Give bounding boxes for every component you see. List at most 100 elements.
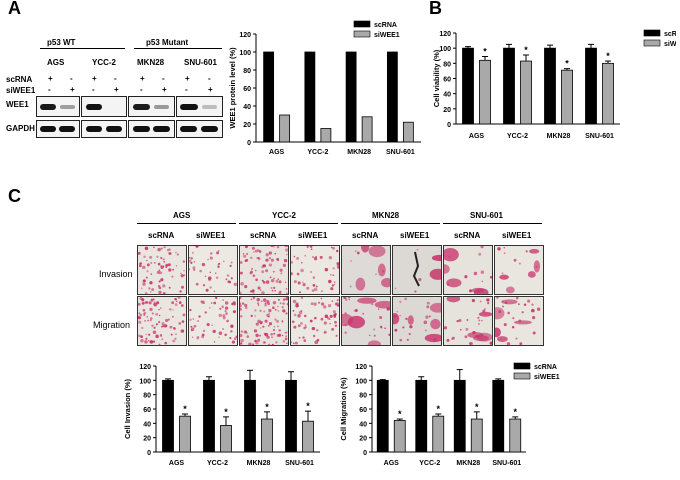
stained-cell — [501, 300, 504, 303]
stained-cell — [281, 306, 284, 309]
stained-cell — [149, 340, 154, 344]
stained-cell — [523, 303, 527, 306]
stained-cell — [240, 282, 244, 286]
stain-blob — [357, 297, 377, 304]
stained-cell — [270, 287, 273, 289]
stained-cell — [158, 343, 161, 345]
stained-cell — [297, 281, 301, 285]
bar-siwee1 — [402, 121, 414, 143]
stained-cell — [158, 280, 161, 283]
category-label: AGS — [384, 460, 400, 467]
stained-cell — [371, 302, 374, 306]
legend-swatch-siwee1 — [353, 30, 371, 38]
stained-cell — [261, 291, 265, 294]
stained-cell — [478, 319, 481, 322]
stained-cell — [312, 276, 316, 279]
stained-cell — [158, 290, 162, 294]
micrograph-migration-snu-601-siwee1 — [494, 296, 544, 346]
stained-cell — [255, 278, 258, 282]
stained-cell — [464, 335, 468, 339]
stained-cell — [203, 302, 205, 304]
stained-cell — [255, 333, 259, 338]
stained-cell — [149, 255, 153, 259]
stained-cell — [240, 302, 241, 305]
stain-blob — [505, 286, 515, 294]
stained-cell — [255, 322, 259, 326]
stained-cell — [257, 304, 260, 306]
stained-cell — [149, 317, 153, 320]
stained-cell — [480, 246, 484, 249]
stained-cell — [277, 309, 280, 312]
stained-cell — [292, 309, 295, 312]
treat-sc: - — [114, 74, 117, 83]
stained-cell — [168, 286, 171, 289]
stained-cell — [215, 276, 219, 279]
stained-cell — [196, 336, 200, 340]
stained-cell — [399, 314, 401, 317]
stained-cell — [284, 246, 287, 248]
wee1-blot-ags — [36, 96, 80, 117]
stained-cell — [153, 326, 156, 329]
stained-cell — [480, 270, 485, 274]
bar-scrna — [415, 379, 428, 453]
stained-cell — [475, 334, 478, 338]
micrograph-invasion-ycc-2-siwee1 — [290, 245, 340, 295]
stained-cell — [140, 287, 143, 290]
bar-scrna — [585, 47, 597, 125]
stained-cell — [176, 253, 179, 256]
stained-cell — [348, 297, 351, 299]
stained-cell — [150, 273, 153, 275]
bar-siwee1 — [479, 59, 491, 125]
stained-cell — [314, 316, 317, 320]
stained-cell — [293, 325, 297, 329]
y-axis-label: Cell Migration (%) — [339, 377, 348, 441]
stained-cell — [179, 290, 182, 293]
stained-cell — [198, 315, 201, 318]
stained-cell — [291, 260, 294, 264]
stained-cell — [144, 319, 147, 322]
stain-blob — [499, 274, 509, 280]
stained-cell — [285, 312, 288, 315]
protein-label-gapdh: GAPDH — [6, 124, 35, 133]
stained-cell — [158, 286, 162, 290]
stained-cell — [302, 283, 306, 287]
micrograph-texture — [497, 247, 541, 294]
bar-scrna — [544, 47, 556, 125]
bar-siwee1 — [279, 114, 291, 143]
micrograph-migration-mkn28-siwee1 — [392, 296, 442, 346]
stained-cell — [297, 324, 301, 328]
stained-cell — [477, 322, 480, 325]
stained-cell — [222, 316, 226, 320]
bar-scrna — [244, 379, 256, 453]
stained-cell — [213, 301, 217, 305]
stained-cell — [331, 327, 335, 331]
stained-cell — [274, 289, 276, 292]
stained-cell — [282, 309, 286, 313]
stained-cell — [210, 302, 213, 304]
stained-cell — [532, 331, 536, 335]
stained-cell — [265, 269, 269, 273]
y-tick-label: 60 — [243, 86, 251, 93]
stained-cell — [254, 315, 257, 317]
y-axis-label: Cell Invasion (%) — [123, 378, 132, 439]
stain-blob — [377, 263, 386, 277]
stained-cell — [468, 342, 472, 345]
stained-cell — [344, 298, 348, 301]
stained-cell — [223, 260, 225, 263]
stained-cell — [168, 268, 172, 272]
stained-cell — [285, 287, 288, 290]
stain-blob — [381, 277, 390, 288]
bar-siwee1 — [261, 418, 273, 453]
stained-cell — [424, 329, 427, 332]
stained-cell — [380, 327, 383, 329]
stained-cell — [253, 329, 258, 333]
treat-si: + — [208, 85, 213, 94]
stained-cell — [518, 319, 522, 323]
significance-star: * — [224, 407, 228, 417]
legend-label: scRNA — [534, 364, 557, 371]
bar-siwee1 — [602, 62, 614, 125]
stained-cell — [300, 268, 304, 273]
bar-siwee1 — [393, 420, 406, 453]
significance-star: * — [306, 401, 310, 411]
treat-si: + — [162, 85, 167, 94]
